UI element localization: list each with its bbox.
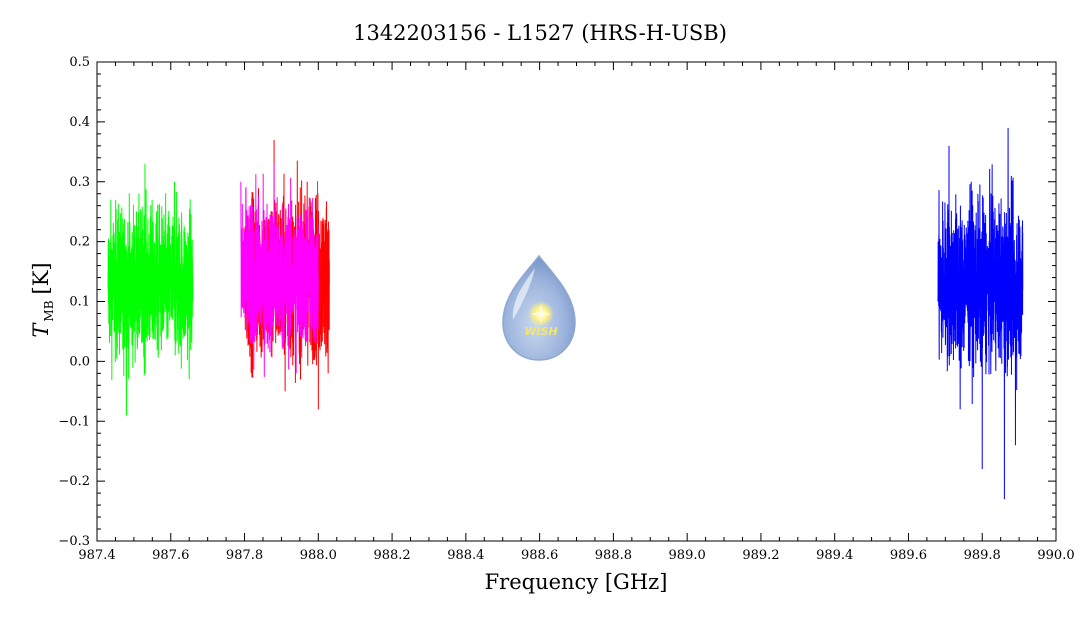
axis-ticks: 987.4 987.6 987.8 988.0 988.2 988.4 988.6 988.8…	[58, 55, 1074, 563]
chart-title: 1342203156 - L1527 (HRS-H-USB)	[353, 21, 727, 45]
y-axis-label-unit: [K]	[29, 262, 53, 294]
x-tick-label: 988.6	[521, 548, 558, 563]
y-axis-label: TMB [K]	[29, 262, 56, 337]
x-tick-label: 988.0	[300, 548, 337, 563]
y-tick-label: 0.2	[69, 235, 90, 250]
y-tick-label: −0.3	[58, 534, 90, 549]
y-axis-label-main: T	[29, 322, 53, 338]
x-tick-label: 988.2	[373, 548, 410, 563]
series-line-4	[937, 127, 1024, 500]
y-tick-label: 0.4	[69, 115, 90, 130]
y-tick-label: −0.1	[58, 414, 90, 429]
series-line-3	[240, 163, 319, 377]
star-icon	[531, 304, 551, 324]
y-tick-label: 0.0	[69, 354, 90, 369]
x-tick-label: 989.4	[816, 548, 853, 563]
x-tick-label: 989.2	[742, 548, 779, 563]
y-tick-label: −0.2	[58, 474, 90, 489]
x-tick-label: 988.4	[447, 548, 484, 563]
x-tick-label: 987.6	[152, 548, 189, 563]
x-tick-label: 987.8	[226, 548, 263, 563]
x-tick-label: 989.0	[669, 548, 706, 563]
x-tick-label: 988.8	[595, 548, 632, 563]
y-tick-label: 0.5	[69, 55, 90, 70]
x-tick-label: 989.6	[890, 548, 927, 563]
logo-text: WISH	[524, 325, 557, 338]
x-tick-label: 990.0	[1037, 548, 1074, 563]
svg-text:TMB[K]: TMB [K]	[29, 262, 56, 337]
drop-highlight	[512, 268, 535, 320]
x-axis-label: Frequency [GHz]	[485, 570, 668, 594]
x-tick-label: 987.4	[78, 548, 115, 563]
y-tick-label: 0.1	[69, 295, 90, 310]
y-axis-label-sub: MB	[42, 300, 56, 321]
wish-logo: WISH	[502, 254, 576, 361]
y-tick-label: 0.3	[69, 175, 90, 190]
series-line-1	[107, 163, 194, 416]
series-layer	[107, 127, 1024, 500]
x-tick-label: 989.8	[964, 548, 1001, 563]
